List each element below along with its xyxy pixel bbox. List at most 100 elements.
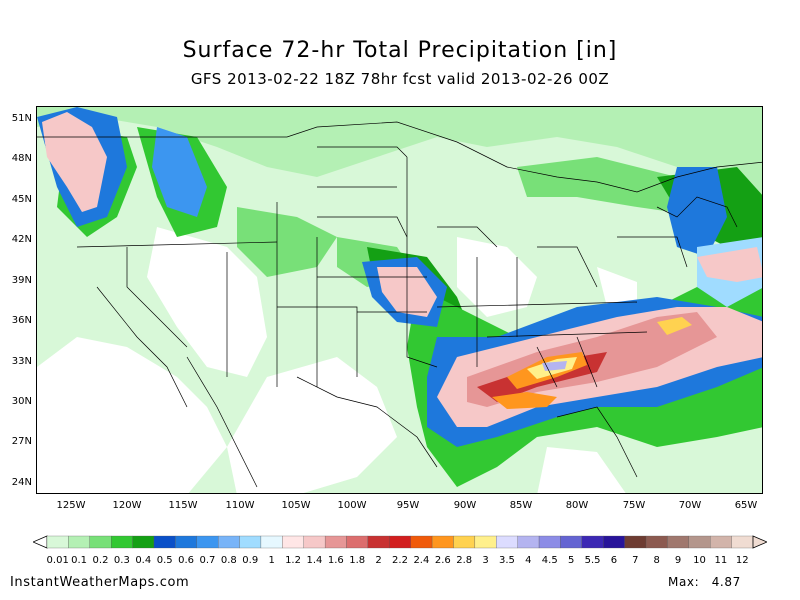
max-label: Max: <box>668 575 700 589</box>
colorbar-swatch <box>688 535 711 549</box>
lat-label: 48N <box>11 153 32 164</box>
lon-label: 85W <box>509 500 533 511</box>
max-value: 4.87 <box>711 575 741 589</box>
lon-label: 70W <box>678 500 702 511</box>
colorbar-swatch <box>68 535 90 549</box>
colorbar-label: 9 <box>674 555 682 566</box>
colorbar-swatch <box>710 535 732 549</box>
colorbar-label: 1.6 <box>327 555 344 566</box>
colorbar-label: 0.7 <box>199 555 216 566</box>
colorbar-right-arrow <box>752 535 767 549</box>
colorbar-swatch <box>346 535 369 549</box>
lat-label: 24N <box>11 477 32 488</box>
peak-precip-areas <box>492 317 692 409</box>
colorbar-swatch <box>624 535 647 549</box>
colorbar-swatch <box>46 535 69 549</box>
colorbar-swatch <box>324 535 347 549</box>
boundary-lines <box>37 121 762 488</box>
lon-label: 100W <box>337 500 367 511</box>
lon-label: 125W <box>56 500 86 511</box>
colorbar-swatch <box>431 535 454 549</box>
colorbar-label: 7 <box>632 555 639 566</box>
source-credit: InstantWeatherMaps.com <box>10 575 190 590</box>
colorbar-label: 10 <box>693 555 706 566</box>
colorbar-swatch <box>175 535 197 549</box>
colorbar-label: 1 <box>268 555 275 566</box>
lat-label: 45N <box>11 194 32 205</box>
colorbar-label: 2.4 <box>413 555 430 566</box>
colorbar-swatch <box>453 535 476 549</box>
colorbar-swatch <box>89 535 112 549</box>
colorbar-swatch <box>538 535 561 549</box>
colorbar-swatch <box>239 535 262 549</box>
lon-label: 90W <box>453 500 477 511</box>
colorbar-swatch <box>303 535 326 549</box>
lon-label: 115W <box>168 500 198 511</box>
colorbar-label: 2 <box>375 555 382 566</box>
colorbar-swatch <box>496 535 518 549</box>
colorbar-label: 0.9 <box>242 555 259 566</box>
colorbar-label: 0.8 <box>220 555 237 566</box>
colorbar-swatch <box>218 535 240 549</box>
map-subtitle: GFS 2013-02-22 18Z 78hr fcst valid 2013-… <box>190 70 610 88</box>
colorbar-label: 2.8 <box>456 555 473 566</box>
colorbar-swatch <box>153 535 176 549</box>
colorbar-left-arrow <box>33 535 48 549</box>
colorbar-label: 0.01 <box>46 555 69 566</box>
colorbar-label: 1.2 <box>285 555 301 566</box>
lon-label: 80W <box>565 500 589 511</box>
colorbar-label: 8 <box>653 555 660 566</box>
colorbar-label: 1.4 <box>306 555 323 566</box>
colorbar-swatch <box>474 535 497 549</box>
lat-label: 27N <box>11 436 32 447</box>
colorbar-label: 3 <box>482 555 489 566</box>
colorbar-swatch <box>367 535 390 549</box>
colorbar-label: 5 <box>567 555 575 566</box>
colorbar-swatch <box>410 535 433 549</box>
lat-label: 51N <box>11 113 32 124</box>
lat-label: 42N <box>11 234 32 245</box>
colorbar-label: 4.5 <box>541 555 558 566</box>
colorbar-swatch <box>645 535 668 549</box>
colorbar-label: 0.1 <box>71 555 88 566</box>
precipitation-map <box>36 106 763 494</box>
dry-areas <box>37 227 637 493</box>
colorbar-label: 2.2 <box>392 555 408 566</box>
lon-label: 110W <box>225 500 255 511</box>
colorbar-swatch <box>731 535 754 549</box>
colorbar-swatch <box>196 535 219 549</box>
colorbar-swatch <box>581 535 604 549</box>
colorbar-swatch <box>560 535 582 549</box>
max-value-readout: Max: 4.87 <box>668 575 741 589</box>
lon-label: 75W <box>622 500 646 511</box>
map-title: Surface 72-hr Total Precipitation [in] <box>182 38 618 63</box>
colorbar-swatch <box>260 535 283 549</box>
colorbar-label: 0.5 <box>156 555 173 566</box>
colorbar-swatch <box>111 535 133 549</box>
lat-label: 36N <box>11 315 32 326</box>
lat-label: 39N <box>11 275 32 286</box>
colorbar-label: 3.5 <box>499 555 515 566</box>
lat-label: 33N <box>11 356 32 367</box>
colorbar-label: 0.2 <box>92 555 109 566</box>
colorbar-label: 1.8 <box>349 555 366 566</box>
colorbar-swatch <box>132 535 155 549</box>
colorbar-swatch <box>603 535 625 549</box>
colorbar-swatch <box>282 535 304 549</box>
colorbar-label: 0.3 <box>113 555 130 566</box>
lon-label: 105W <box>281 500 311 511</box>
lon-label: 65W <box>734 500 758 511</box>
colorbar-label: 2.6 <box>434 555 451 566</box>
colorbar-swatch <box>389 535 411 549</box>
colorbar-label: 11 <box>714 555 728 566</box>
colorbar-label: 0.4 <box>135 555 152 566</box>
lon-label: 120W <box>112 500 142 511</box>
lon-label: 95W <box>396 500 420 511</box>
colorbar-swatch <box>667 535 689 549</box>
colorbar-label: 5.5 <box>584 555 601 566</box>
colorbar-label: 4 <box>525 555 532 566</box>
map-canvas <box>37 107 762 493</box>
colorbar-label: 12 <box>735 555 749 566</box>
lat-label: 30N <box>11 396 32 407</box>
colorbar <box>33 535 767 549</box>
